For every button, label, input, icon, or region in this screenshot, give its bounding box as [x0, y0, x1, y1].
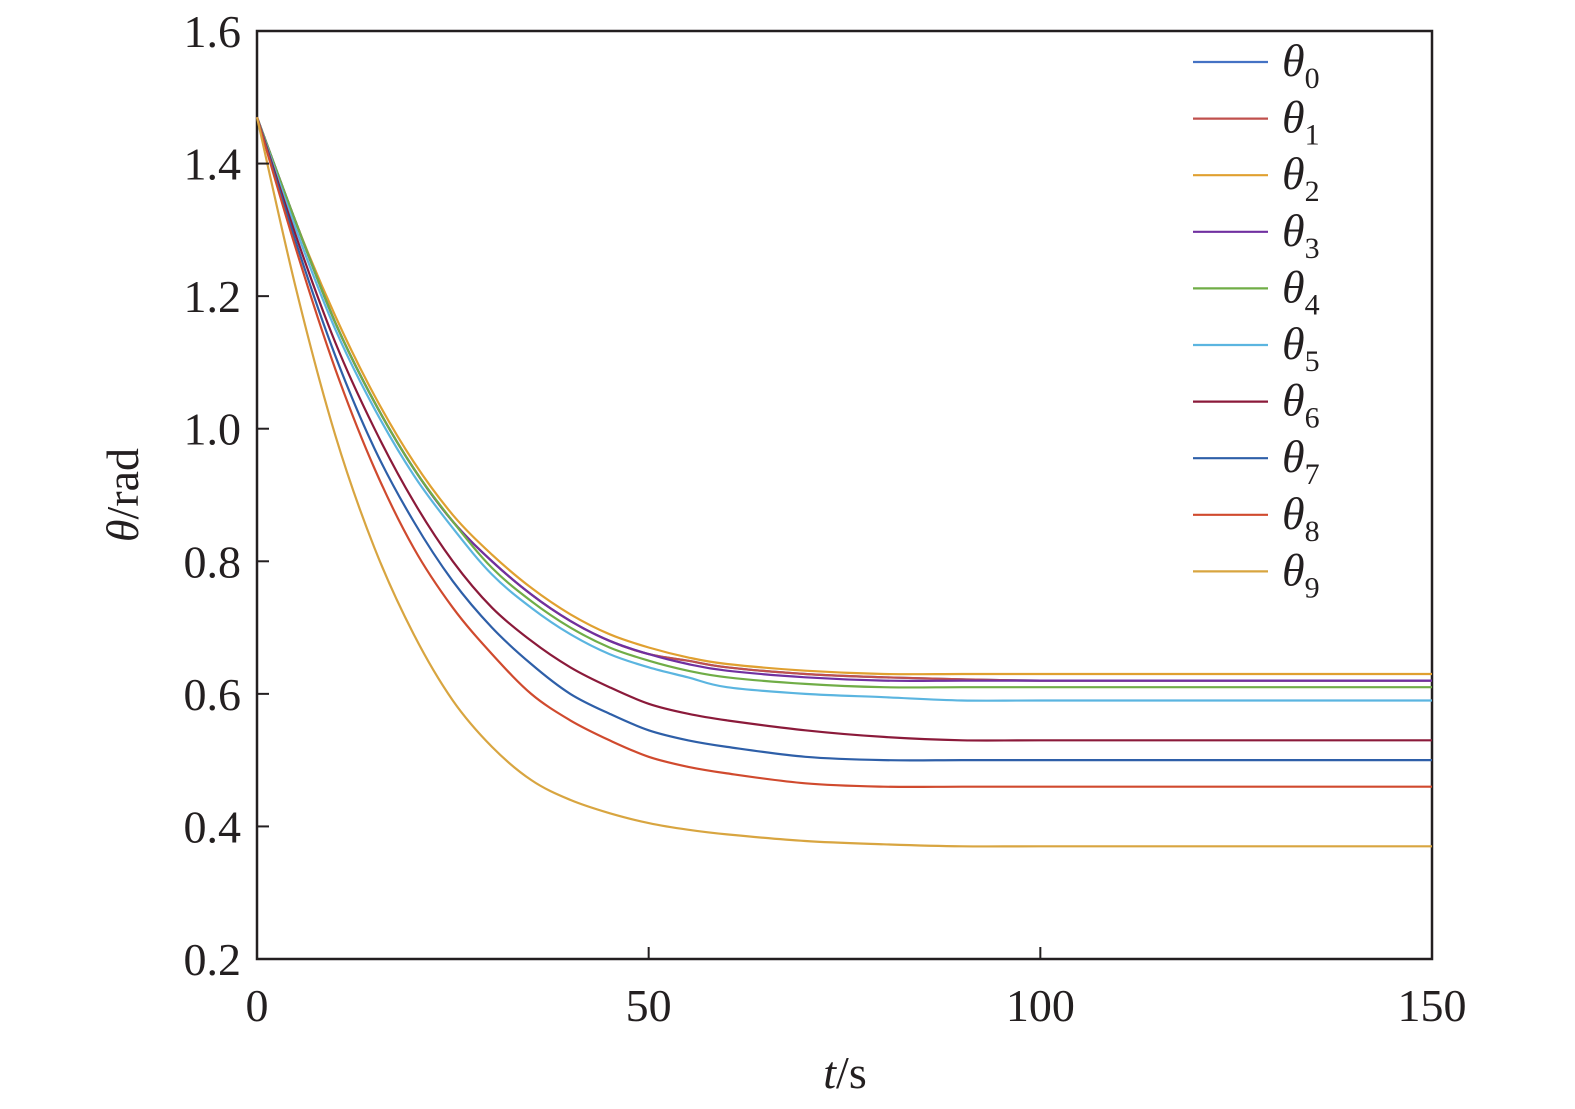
legend-label-theta-3: θ3 [1282, 205, 1320, 265]
series-line-theta-5 [255, 116, 1432, 702]
y-tick-label: 1.6 [184, 6, 242, 57]
legend-label-theta-7: θ7 [1282, 431, 1320, 491]
y-tick-label: 1.2 [184, 271, 242, 322]
y-axis-var: θ [97, 519, 148, 542]
y-axis-unit: /rad [97, 448, 148, 520]
legend-label-theta-4: θ4 [1282, 261, 1320, 321]
series-line-theta-8 [255, 116, 1432, 789]
series-lines [255, 116, 1432, 848]
x-axis-title: t/s [823, 1047, 866, 1098]
y-tick-label: 0.8 [184, 536, 242, 587]
y-tick-label: 0.6 [184, 669, 242, 720]
series-line-theta-1 [255, 116, 1432, 682]
x-tick-label: 150 [1398, 980, 1467, 1031]
y-axis-title: θ/rad [97, 448, 148, 542]
series-line-theta-3 [255, 116, 1432, 682]
y-tick-label: 0.2 [184, 934, 242, 985]
plot-frame [255, 29, 1434, 961]
series-line-theta-9 [255, 116, 1432, 848]
x-tick-label: 0 [246, 980, 269, 1031]
x-axis-unit: /s [836, 1047, 867, 1098]
legend-label-theta-0: θ0 [1282, 35, 1320, 95]
x-tick-label: 50 [626, 980, 672, 1031]
x-axis-var: t [823, 1047, 837, 1098]
legend-label-theta-6: θ6 [1282, 375, 1320, 435]
axis-ticks: 0 50 100 150 0.2 0.4 0.6 0.8 1.0 1.2 1.4 1.6 [184, 6, 1467, 1031]
series-line-theta-6 [255, 116, 1432, 742]
y-tick-label: 0.4 [184, 801, 242, 852]
legend-label-theta-9: θ9 [1282, 544, 1320, 604]
x-tick-label: 100 [1006, 980, 1075, 1031]
legend-label-theta-8: θ8 [1282, 488, 1320, 548]
legend-label-theta-5: θ5 [1282, 318, 1320, 378]
series-line-theta-7 [255, 116, 1432, 762]
y-tick-label: 1.4 [184, 139, 242, 190]
y-tick-label: 1.0 [184, 404, 242, 455]
series-line-theta-4 [255, 116, 1432, 689]
series-line-theta-2 [255, 116, 1432, 676]
series-line-theta-0 [255, 116, 1432, 682]
legend-label-theta-2: θ2 [1282, 148, 1320, 208]
legend-label-theta-1: θ1 [1282, 92, 1320, 152]
